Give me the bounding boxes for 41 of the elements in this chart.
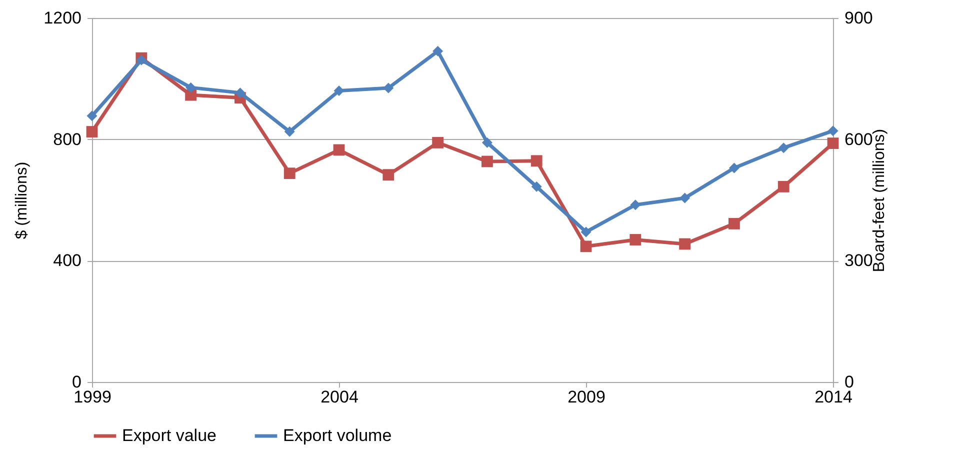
point: [136, 54, 147, 66]
y2-axis-title: Board-feet (millions): [870, 128, 888, 272]
point: [382, 169, 394, 181]
point: [284, 168, 296, 180]
point: [630, 234, 642, 246]
y-tick-label: 400: [53, 251, 82, 270]
legend-label: Export volume: [283, 426, 392, 445]
point: [778, 142, 789, 154]
point: [333, 144, 345, 156]
point: [828, 126, 838, 136]
point: [482, 156, 493, 168]
point: [531, 181, 542, 192]
x-tick-label: 2009: [568, 388, 606, 406]
point: [728, 162, 740, 174]
point: [432, 136, 444, 148]
y2-tick-label: 600: [844, 130, 873, 149]
y-tick-label: 800: [53, 130, 82, 149]
point: [234, 88, 246, 98]
point: [580, 240, 592, 252]
legend-label: Export value: [122, 426, 216, 445]
x-tick-label: 2004: [320, 388, 358, 406]
point: [482, 137, 492, 148]
point: [383, 82, 394, 94]
point: [778, 180, 790, 192]
y-axis-title: $ (millions): [14, 162, 31, 240]
point: [432, 46, 444, 56]
point: [86, 126, 98, 138]
point: [186, 82, 196, 93]
y2-tick-label: 300: [844, 251, 873, 270]
point: [334, 86, 344, 96]
point: [827, 138, 839, 149]
point: [530, 155, 542, 167]
point: [630, 200, 641, 210]
point: [580, 226, 592, 238]
point: [284, 126, 295, 137]
point: [679, 238, 690, 250]
point: [86, 110, 98, 122]
point: [680, 192, 690, 204]
y2-tick-label: 900: [844, 8, 873, 28]
point: [728, 218, 740, 230]
y-tick-label: 1200: [44, 8, 82, 28]
